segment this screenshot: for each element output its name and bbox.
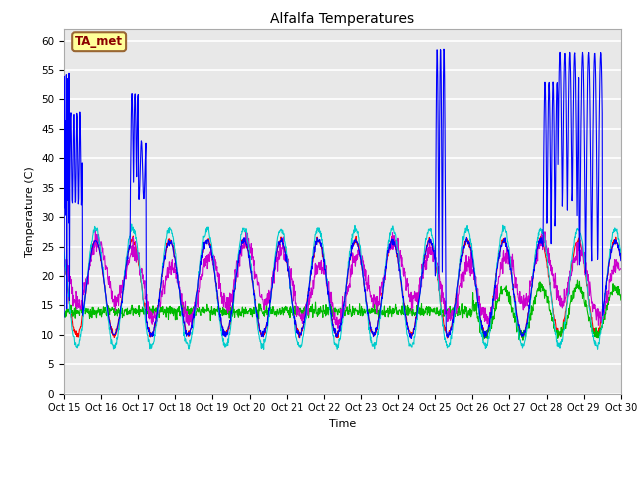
Text: TA_met: TA_met: [75, 35, 123, 48]
X-axis label: Time: Time: [329, 419, 356, 429]
Y-axis label: Temperature (C): Temperature (C): [26, 166, 35, 257]
Title: Alfalfa Temperatures: Alfalfa Temperatures: [270, 12, 415, 26]
